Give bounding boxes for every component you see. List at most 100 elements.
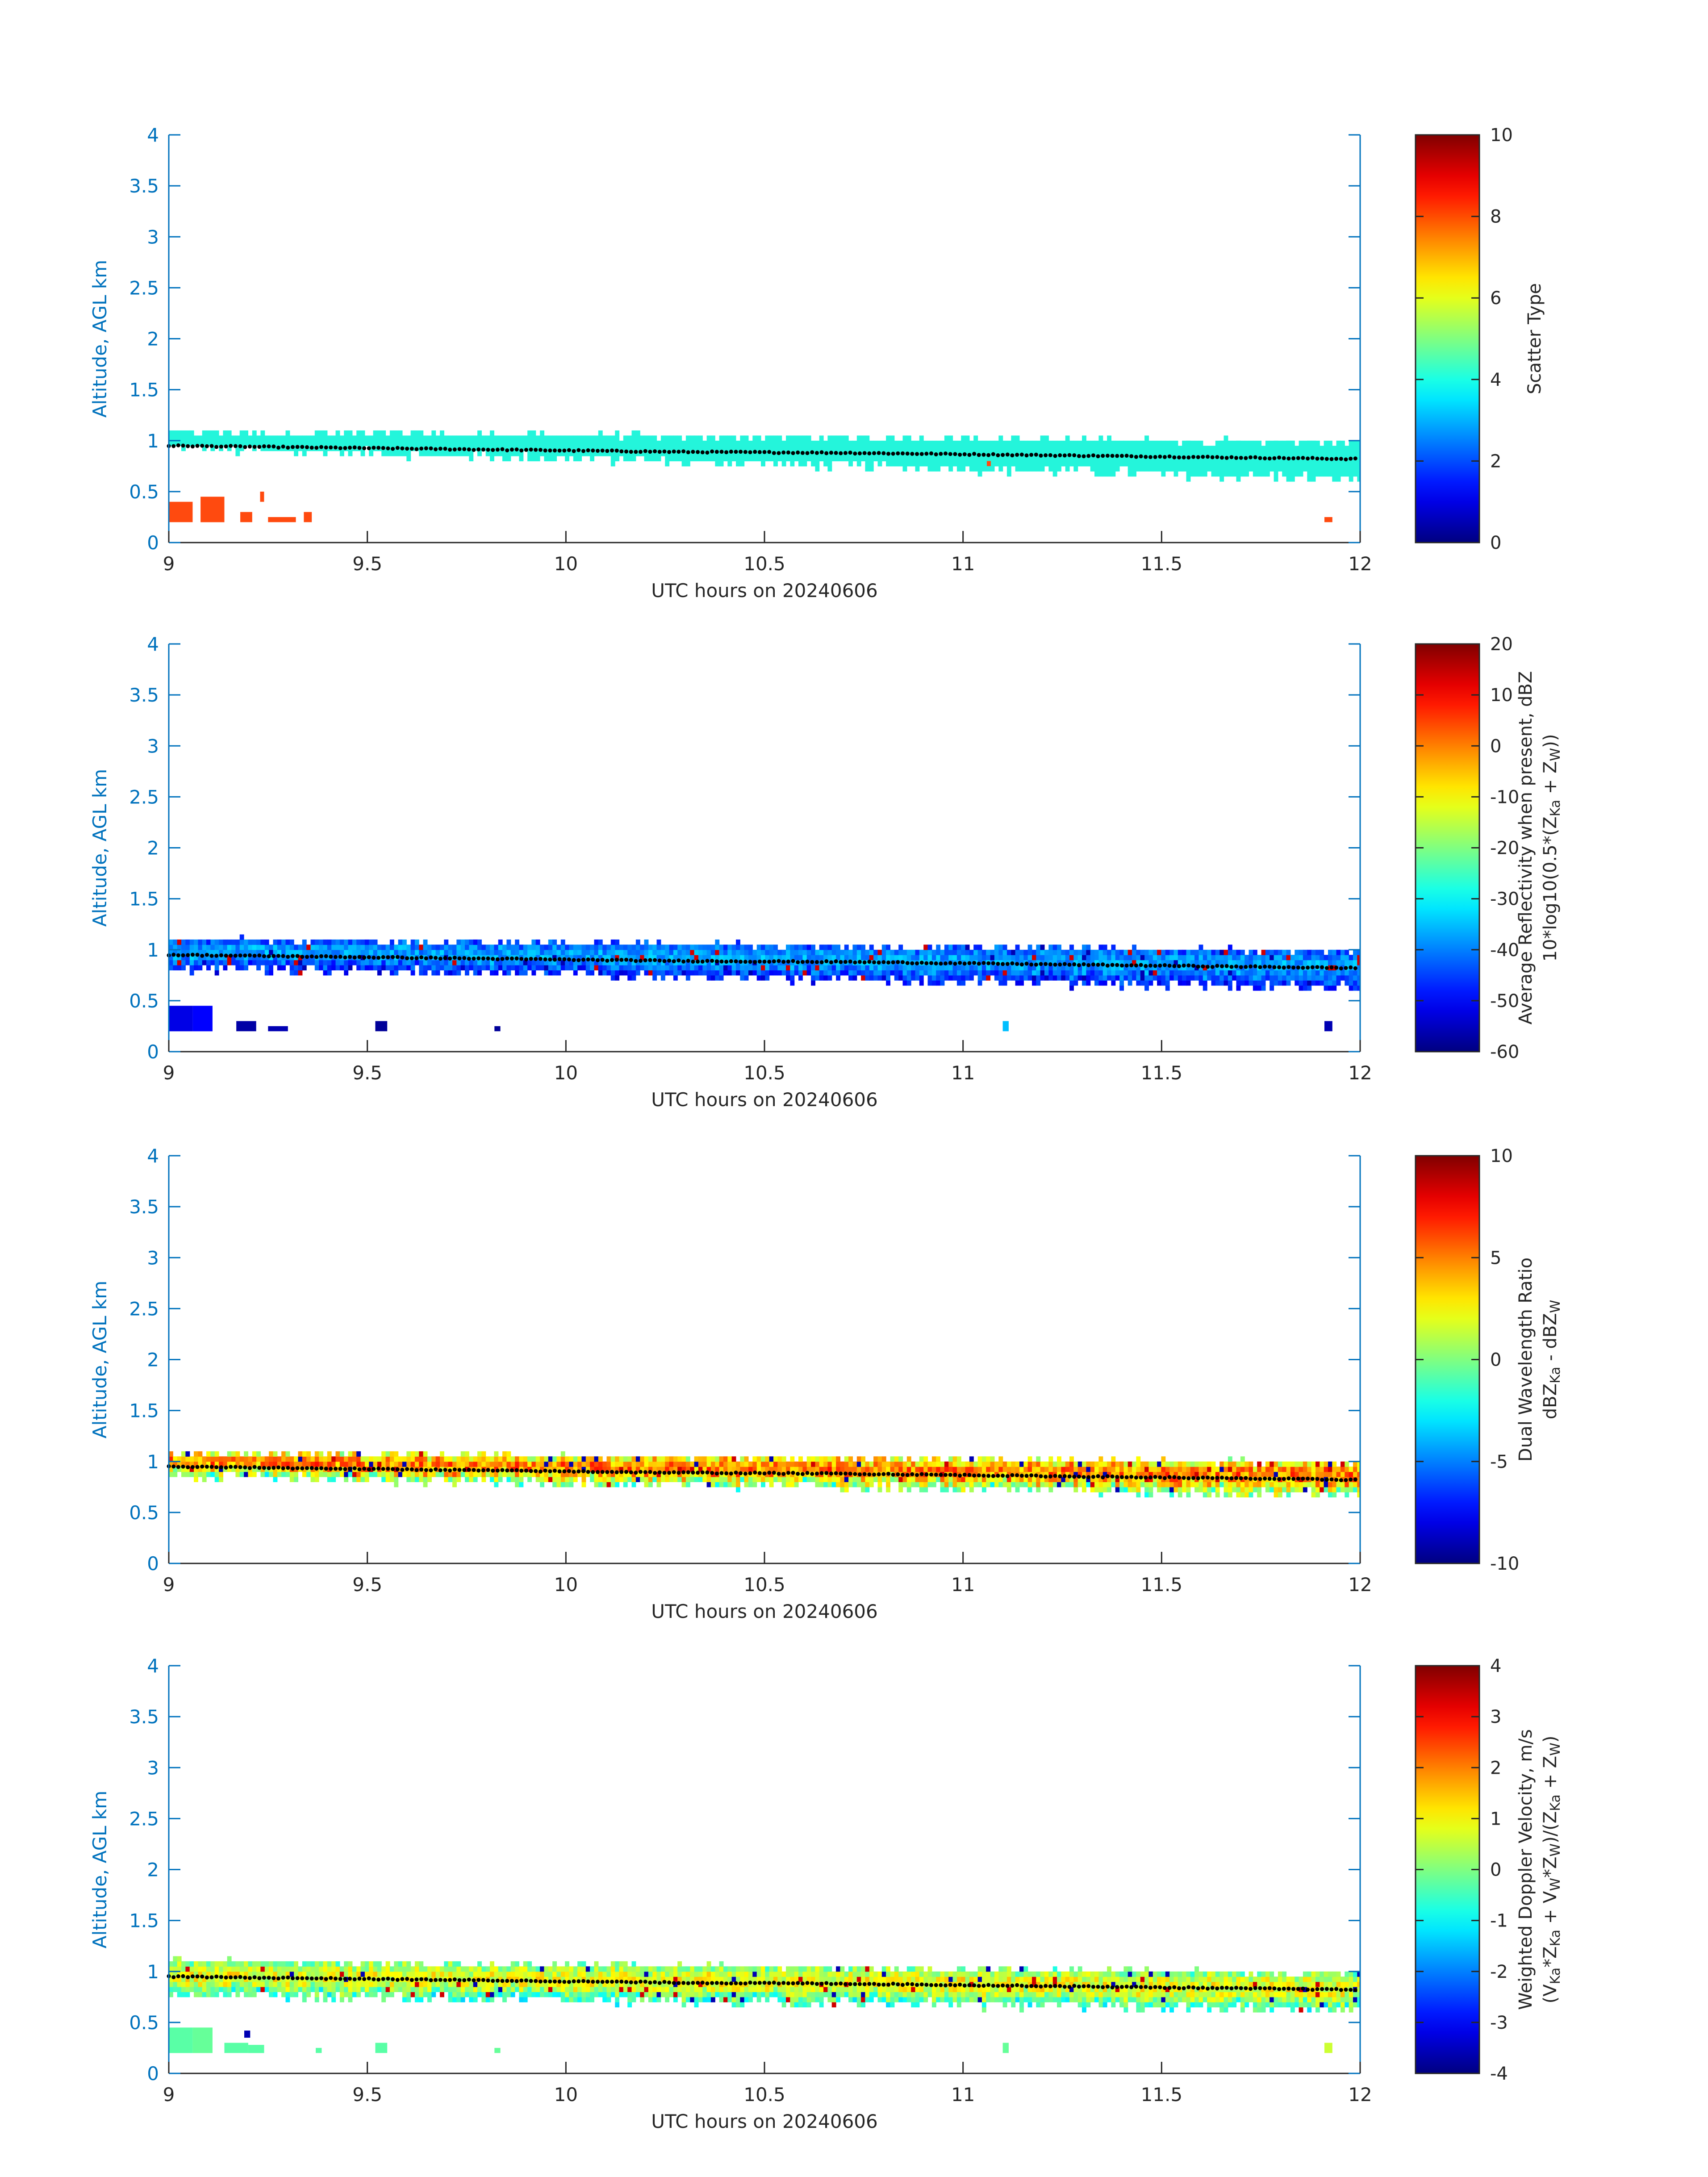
heatmap-cell — [702, 1477, 707, 1482]
heatmap-cell — [990, 466, 995, 472]
heatmap-cell — [1186, 970, 1191, 976]
heatmap-cell — [1144, 451, 1149, 456]
heatmap-cell — [556, 446, 561, 451]
heatmap-cell — [410, 1451, 415, 1457]
heatmap-cell — [502, 456, 507, 461]
cloud-base-dot — [639, 450, 643, 454]
heatmap-cell — [927, 944, 932, 950]
heatmap-cell — [756, 435, 761, 441]
heatmap-cell — [1073, 980, 1078, 986]
heatmap-cell — [435, 970, 440, 976]
heatmap-cell — [927, 965, 932, 970]
heatmap-cell — [402, 955, 407, 961]
heatmap-cell — [1094, 980, 1099, 986]
heatmap-cell — [994, 955, 999, 961]
heatmap-cell — [373, 430, 378, 436]
heatmap-cell — [936, 944, 941, 950]
cloud-base-dot — [1324, 457, 1329, 461]
heatmap-cell — [1144, 440, 1149, 446]
cloud-base-dot — [209, 444, 214, 448]
colorbar-tick-label: -50 — [1490, 991, 1519, 1011]
heatmap-cell — [627, 1477, 632, 1482]
heatmap-cell — [669, 1461, 674, 1467]
heatmap-cell — [1057, 955, 1061, 961]
heatmap-cell — [998, 451, 1003, 456]
heatmap-cell — [1320, 461, 1324, 467]
heatmap-cell — [886, 1487, 890, 1492]
heatmap-cell — [227, 430, 232, 436]
heatmap-cell — [881, 944, 886, 950]
heatmap-cell — [565, 446, 569, 451]
heatmap-cell — [440, 1471, 444, 1477]
heatmap-cell — [577, 435, 582, 441]
heatmap-cell — [719, 955, 724, 961]
heatmap-cell — [1324, 451, 1328, 456]
heatmap-cell — [911, 965, 916, 970]
heatmap-cell — [1186, 965, 1191, 970]
heatmap-cell — [598, 965, 603, 970]
heatmap-cell — [1249, 960, 1253, 965]
cloud-base-dot — [1072, 453, 1077, 457]
heatmap-cell — [623, 1456, 628, 1462]
cloud-base-dot — [672, 959, 676, 964]
heatmap-cell — [294, 446, 298, 451]
cloud-base-dot — [524, 957, 528, 961]
heatmap-cell — [206, 1471, 211, 1477]
heatmap-cell — [844, 1482, 849, 1488]
heatmap-cell — [1219, 440, 1224, 446]
heatmap-cell — [1345, 466, 1349, 472]
heatmap-cell — [898, 1477, 903, 1482]
heatmap-cell — [931, 1477, 936, 1482]
heatmap-cell — [723, 1467, 728, 1472]
heatmap-cell — [1199, 440, 1203, 446]
heatmap-cell — [1336, 471, 1341, 477]
heatmap-cell — [173, 430, 178, 436]
heatmap-cell — [919, 955, 924, 961]
heatmap-cell — [1015, 949, 1020, 955]
heatmap-cell — [1107, 461, 1111, 467]
heatmap-cell — [769, 965, 774, 970]
heatmap-cell — [1140, 970, 1145, 976]
heatmap-cell — [1019, 965, 1024, 970]
cloud-base-dot — [700, 450, 705, 455]
heatmap-cell — [635, 440, 640, 446]
cloud-base-dot — [910, 451, 915, 456]
heatmap-cell — [535, 949, 540, 955]
heatmap-cell — [702, 451, 707, 456]
heatmap-cell — [565, 1471, 569, 1477]
heatmap-cell — [802, 461, 807, 467]
heatmap-cell — [1165, 980, 1170, 986]
x-tick-label: 10.5 — [743, 553, 785, 575]
heatmap-cell — [431, 1471, 436, 1477]
heatmap-cell — [1032, 451, 1036, 456]
heatmap-cell — [1353, 949, 1357, 955]
heatmap-cell — [936, 461, 941, 467]
heatmap-cell — [1148, 949, 1153, 955]
heatmap-cell — [898, 949, 903, 955]
heatmap-cell — [1303, 975, 1307, 981]
heatmap-cell — [1332, 451, 1337, 456]
heatmap-cell — [235, 960, 240, 965]
heatmap-cell — [448, 440, 453, 446]
cloud-base-dot — [881, 960, 886, 964]
heatmap-cell — [798, 451, 803, 456]
heatmap-cell — [273, 955, 278, 961]
heatmap-cell — [1161, 955, 1166, 961]
heatmap-cell — [356, 965, 361, 970]
y-tick-label: 2.5 — [129, 786, 159, 808]
heatmap-cell — [1090, 456, 1095, 461]
cloud-base-dot — [1148, 455, 1153, 459]
heatmap-cell — [1295, 949, 1299, 955]
heatmap-cell — [465, 944, 469, 950]
heatmap-cell — [731, 949, 736, 955]
heatmap-cell — [477, 939, 482, 945]
heatmap-cell — [940, 456, 945, 461]
heatmap-cell — [781, 1482, 786, 1488]
heatmap-cell — [406, 435, 411, 441]
heatmap-cell — [823, 461, 828, 467]
heatmap-cell — [310, 435, 315, 441]
heatmap-cell — [202, 944, 207, 950]
heatmap-cell — [319, 1451, 324, 1457]
heatmap-cell — [352, 1461, 357, 1467]
cloud-base-dot — [1191, 455, 1195, 459]
